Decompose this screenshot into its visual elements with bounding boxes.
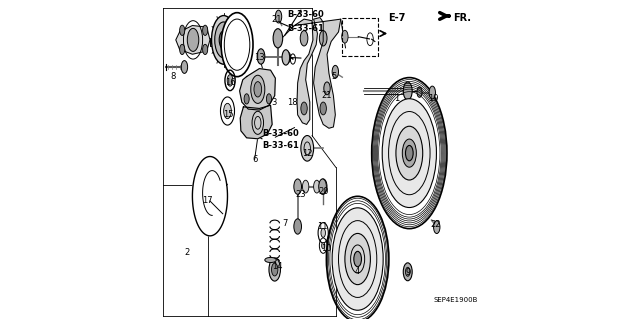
Text: 17: 17 xyxy=(202,197,213,205)
Ellipse shape xyxy=(403,263,412,281)
Text: 10: 10 xyxy=(321,244,332,253)
Ellipse shape xyxy=(332,208,383,310)
Ellipse shape xyxy=(321,228,325,237)
Polygon shape xyxy=(240,105,272,139)
Ellipse shape xyxy=(285,52,291,63)
Text: B-33-61: B-33-61 xyxy=(287,24,324,33)
Ellipse shape xyxy=(320,102,326,115)
Ellipse shape xyxy=(406,267,410,276)
Text: 6: 6 xyxy=(252,155,257,164)
Ellipse shape xyxy=(257,49,265,64)
Text: 8: 8 xyxy=(170,72,175,81)
Ellipse shape xyxy=(429,86,435,99)
Text: B-33-61: B-33-61 xyxy=(262,141,299,150)
Ellipse shape xyxy=(345,234,371,285)
Ellipse shape xyxy=(212,16,236,64)
Polygon shape xyxy=(239,69,275,110)
Ellipse shape xyxy=(332,65,339,78)
Text: 21: 21 xyxy=(272,15,282,24)
Ellipse shape xyxy=(403,139,417,167)
Text: 23: 23 xyxy=(296,190,306,199)
Text: 22: 22 xyxy=(430,220,441,229)
Bar xyxy=(210,38,217,46)
Ellipse shape xyxy=(266,94,271,104)
Text: 4: 4 xyxy=(355,267,360,276)
Ellipse shape xyxy=(223,103,231,119)
Ellipse shape xyxy=(275,10,282,23)
Ellipse shape xyxy=(294,179,301,194)
Ellipse shape xyxy=(319,179,326,194)
Ellipse shape xyxy=(300,31,308,46)
Ellipse shape xyxy=(433,221,440,234)
Ellipse shape xyxy=(254,82,262,97)
Ellipse shape xyxy=(324,82,330,95)
Ellipse shape xyxy=(319,31,327,46)
Text: E-7: E-7 xyxy=(388,12,406,23)
Ellipse shape xyxy=(354,251,362,267)
Ellipse shape xyxy=(406,145,413,161)
Ellipse shape xyxy=(227,75,233,86)
Ellipse shape xyxy=(251,75,265,103)
Ellipse shape xyxy=(252,111,264,134)
Ellipse shape xyxy=(417,87,422,97)
Text: 20: 20 xyxy=(318,187,328,196)
Text: B-33-60: B-33-60 xyxy=(262,130,299,138)
Ellipse shape xyxy=(180,44,185,55)
Ellipse shape xyxy=(303,180,309,193)
Ellipse shape xyxy=(273,29,283,48)
Ellipse shape xyxy=(321,242,324,249)
Text: 15: 15 xyxy=(223,110,234,119)
Polygon shape xyxy=(176,26,210,54)
Text: 7: 7 xyxy=(282,219,287,228)
Ellipse shape xyxy=(269,258,280,281)
Text: 11: 11 xyxy=(317,222,328,231)
Ellipse shape xyxy=(294,219,301,234)
Text: FR.: FR. xyxy=(453,12,471,23)
Text: 21: 21 xyxy=(321,91,332,100)
Text: 14: 14 xyxy=(272,262,282,271)
Text: 18: 18 xyxy=(287,98,298,107)
Text: 12: 12 xyxy=(302,149,312,158)
Ellipse shape xyxy=(342,30,348,43)
Ellipse shape xyxy=(180,25,185,35)
Ellipse shape xyxy=(301,136,314,161)
Text: 9: 9 xyxy=(405,268,410,277)
Text: 16: 16 xyxy=(225,78,236,87)
Text: B-33-60: B-33-60 xyxy=(287,10,324,19)
Bar xyxy=(342,18,378,56)
Ellipse shape xyxy=(403,82,412,100)
Text: 19: 19 xyxy=(428,94,439,103)
Text: 3: 3 xyxy=(271,98,276,107)
Ellipse shape xyxy=(203,25,208,35)
Text: 5: 5 xyxy=(332,72,337,81)
Ellipse shape xyxy=(265,257,276,263)
Ellipse shape xyxy=(382,99,436,208)
Ellipse shape xyxy=(301,102,307,115)
Text: 1: 1 xyxy=(395,94,400,103)
Ellipse shape xyxy=(215,22,232,58)
Text: 13: 13 xyxy=(254,53,265,62)
Ellipse shape xyxy=(282,50,290,65)
Ellipse shape xyxy=(221,13,253,77)
Polygon shape xyxy=(294,18,340,128)
Ellipse shape xyxy=(188,28,199,51)
Ellipse shape xyxy=(396,126,422,180)
Ellipse shape xyxy=(181,61,188,73)
Ellipse shape xyxy=(203,44,208,55)
Ellipse shape xyxy=(219,31,228,49)
Ellipse shape xyxy=(314,180,320,193)
Polygon shape xyxy=(193,157,227,236)
Ellipse shape xyxy=(244,94,249,104)
Text: 2: 2 xyxy=(184,248,189,256)
Ellipse shape xyxy=(271,263,278,276)
Text: SEP4E1900B: SEP4E1900B xyxy=(433,298,477,303)
